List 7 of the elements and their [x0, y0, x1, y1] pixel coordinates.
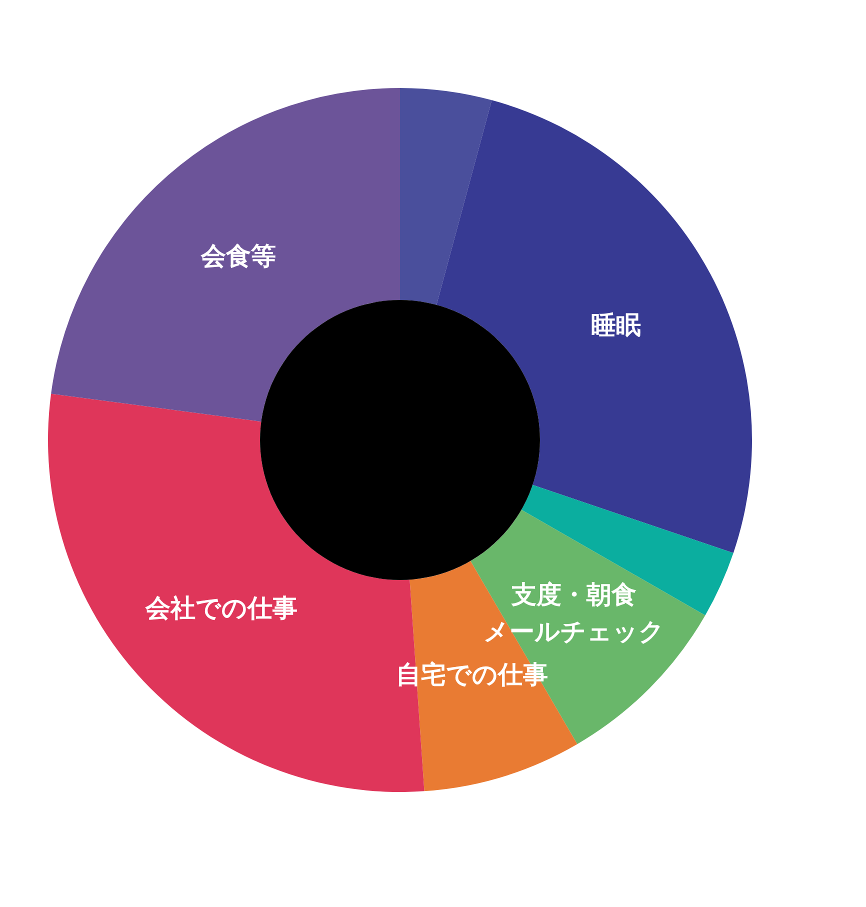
slice-label: 支度・朝食メールチェック [483, 580, 664, 646]
donut-slice [436, 100, 752, 553]
slice-label: 会食等 [200, 241, 276, 270]
slice-label: 睡眠 [591, 310, 642, 340]
donut-slice [51, 88, 400, 422]
slice-label: 会社での仕事 [144, 593, 298, 622]
donut-slice [400, 88, 492, 305]
